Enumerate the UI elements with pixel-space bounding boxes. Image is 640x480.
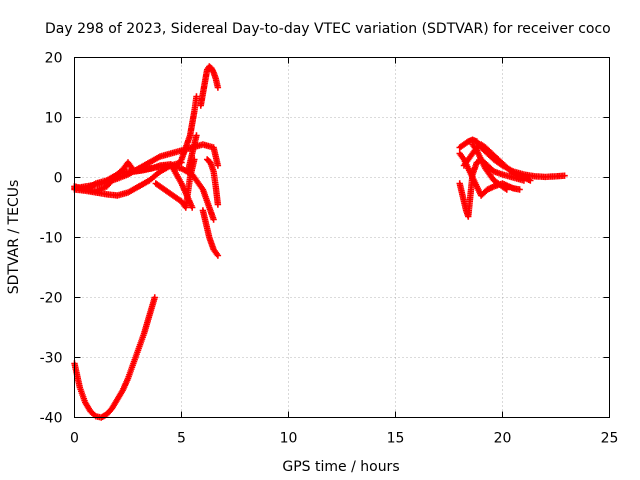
x-tick-label: 25	[601, 431, 619, 447]
data-point	[527, 177, 534, 184]
x-tick-label: 15	[387, 431, 405, 447]
grid	[74, 57, 610, 418]
chart-title: Day 298 of 2023, Sidereal Day-to-day VTE…	[45, 21, 611, 37]
data-points	[71, 63, 568, 421]
data-point	[516, 186, 523, 193]
y-tick-label: -30	[40, 351, 63, 367]
data-point	[193, 132, 200, 139]
data-point	[503, 186, 510, 193]
data-point	[189, 204, 196, 211]
data-point	[193, 93, 200, 100]
x-axis-label: GPS time / hours	[282, 459, 399, 475]
y-tick-label: -40	[40, 411, 63, 427]
data-point	[214, 84, 222, 91]
y-tick-label: 10	[45, 111, 63, 127]
plot-frame	[74, 57, 610, 418]
data-point	[214, 252, 222, 259]
data-point	[214, 201, 222, 208]
y-tick-label: 20	[45, 51, 63, 67]
y-axis-label: SDTVAR / TECUs	[6, 180, 22, 295]
x-tick-label: 10	[280, 431, 298, 447]
x-tick-label: 20	[494, 431, 512, 447]
data-point	[214, 162, 222, 169]
data-point	[561, 172, 568, 179]
y-tick-label: -20	[40, 291, 63, 307]
y-tick-label: -10	[40, 231, 63, 247]
x-tick-label: 5	[177, 431, 186, 447]
data-point	[210, 216, 217, 223]
x-tick-label: 0	[70, 431, 79, 447]
data-point	[151, 294, 158, 301]
axis-ticks: 0 5 10 15 20 25 -40 -30 -20 -10 0 10 20	[40, 51, 619, 447]
y-tick-label: 0	[54, 171, 63, 187]
